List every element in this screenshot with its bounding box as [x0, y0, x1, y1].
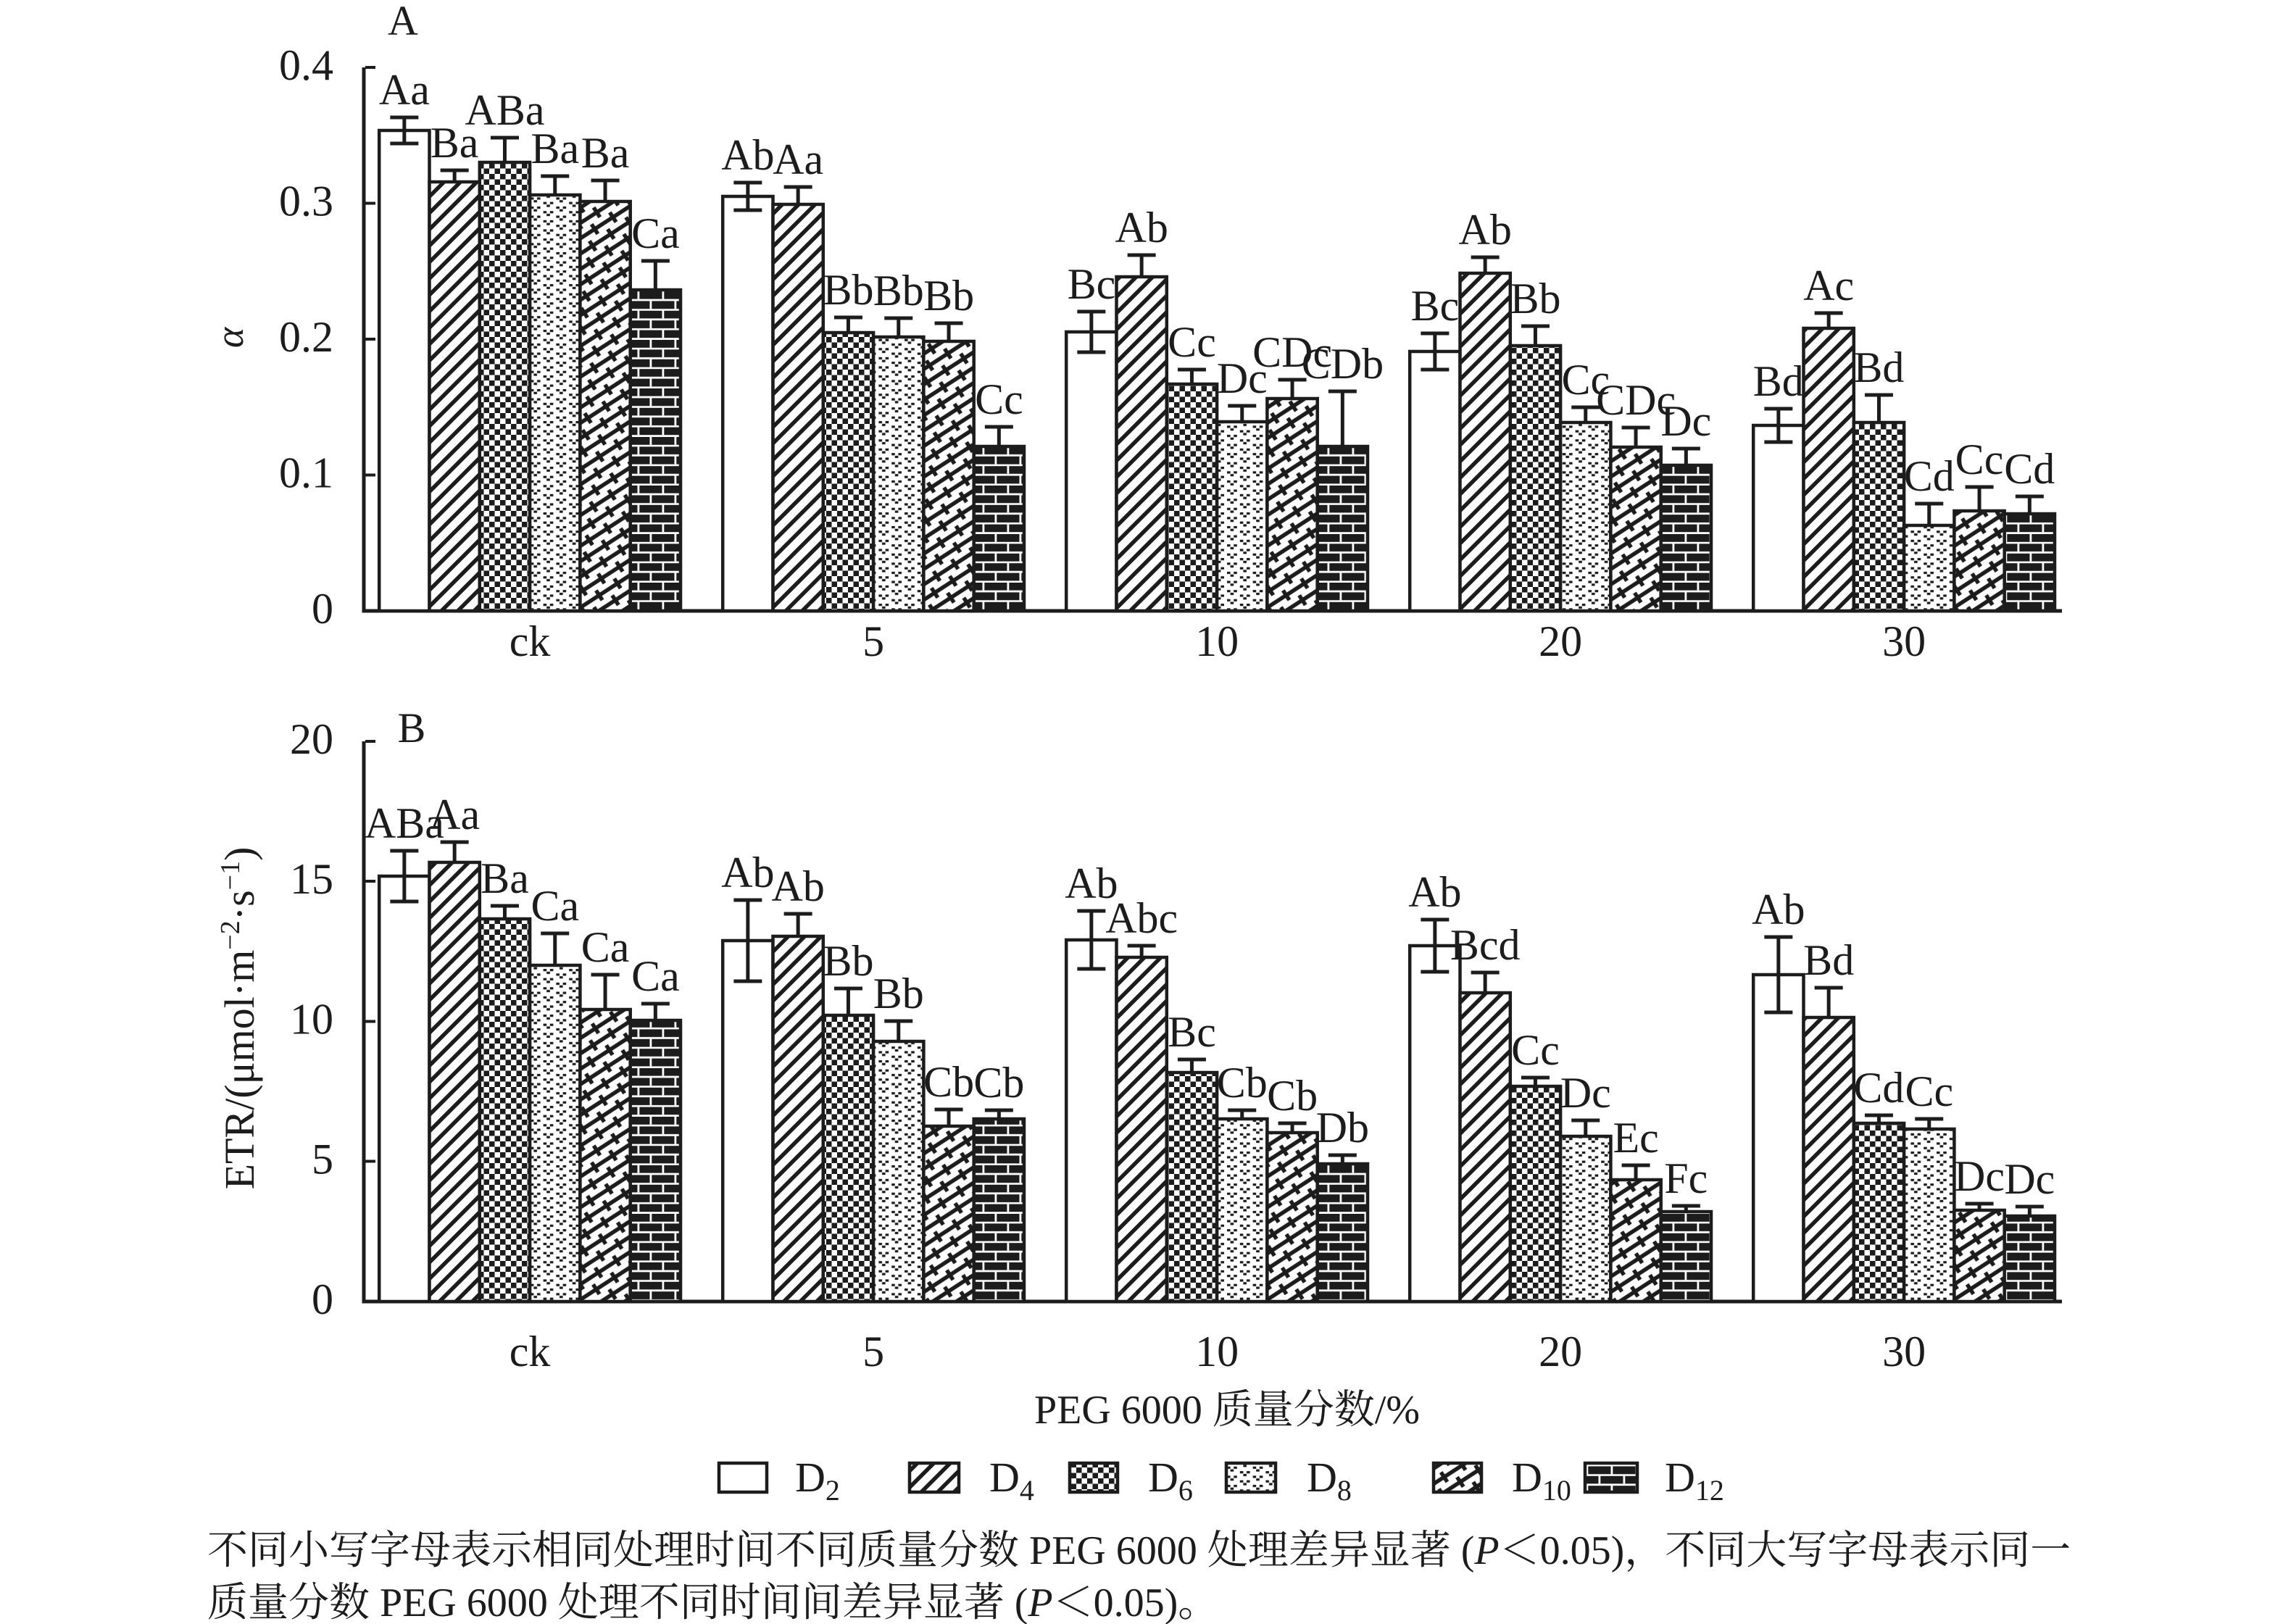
svg-text:Bc: Bc — [1168, 1008, 1216, 1056]
svg-text:Dc: Dc — [2004, 1155, 2055, 1203]
svg-text:ck: ck — [510, 617, 551, 665]
svg-text:Cb: Cb — [1217, 1059, 1268, 1107]
svg-text:0: 0 — [312, 585, 333, 633]
svg-text:α: α — [208, 326, 251, 348]
svg-text:Ac: Ac — [1803, 262, 1854, 309]
svg-text:Bb: Bb — [873, 970, 924, 1017]
svg-text:0.1: 0.1 — [279, 449, 333, 497]
svg-text:Abc: Abc — [1105, 894, 1178, 942]
svg-text:D4: D4 — [989, 1454, 1034, 1507]
svg-text:Ab: Ab — [772, 862, 825, 910]
svg-text:Dc: Dc — [1217, 354, 1268, 402]
svg-text:Bd: Bd — [1753, 357, 1804, 405]
svg-text:Bb: Bb — [823, 266, 873, 314]
svg-text:Ab: Ab — [1065, 859, 1118, 907]
svg-text:Bcd: Bcd — [1450, 921, 1521, 969]
svg-text:A: A — [388, 0, 418, 44]
svg-text:0.2: 0.2 — [279, 313, 333, 361]
svg-text:20: 20 — [1539, 617, 1582, 665]
svg-text:Ca: Ca — [631, 209, 680, 257]
svg-text:Dc: Dc — [1660, 397, 1711, 445]
svg-text:Cb: Cb — [1267, 1072, 1318, 1120]
svg-text:30: 30 — [1882, 617, 1926, 665]
svg-text:Ba: Ba — [531, 125, 579, 172]
svg-text:Cc: Cc — [1561, 356, 1610, 404]
svg-text:Cd: Cd — [2004, 445, 2055, 493]
svg-text:5: 5 — [862, 1328, 884, 1375]
svg-text:0.3: 0.3 — [279, 178, 333, 225]
svg-text:Ab: Ab — [721, 131, 774, 179]
svg-text:10: 10 — [290, 996, 333, 1044]
svg-text:Cd: Cd — [1904, 452, 1955, 500]
svg-text:Bc: Bc — [1068, 260, 1116, 308]
svg-text:Cc: Cc — [975, 375, 1023, 423]
svg-text:D8: D8 — [1307, 1454, 1352, 1507]
svg-text:Dc: Dc — [1560, 1069, 1611, 1117]
svg-text:Ba: Ba — [581, 129, 630, 177]
svg-text:Bd: Bd — [1803, 936, 1854, 984]
svg-text:Ab: Ab — [721, 849, 774, 896]
svg-text:Bb: Bb — [873, 267, 924, 315]
svg-text:Fc: Fc — [1664, 1154, 1708, 1202]
svg-text:Ab: Ab — [1408, 868, 1461, 916]
svg-text:Ab: Ab — [1752, 886, 1805, 933]
svg-text:Ab: Ab — [1459, 206, 1512, 254]
svg-text:Cc: Cc — [1905, 1067, 1953, 1115]
svg-text:Aa: Aa — [773, 136, 823, 183]
svg-text:15: 15 — [290, 855, 333, 903]
svg-text:Cc: Cc — [1955, 436, 2004, 483]
svg-text:10: 10 — [1195, 1328, 1239, 1375]
svg-text:Ba: Ba — [481, 854, 529, 902]
svg-text:Aa: Aa — [379, 66, 430, 114]
svg-text:CDc: CDc — [1252, 328, 1332, 376]
svg-text:Cd: Cd — [1853, 1064, 1904, 1112]
svg-text:Bb: Bb — [1510, 275, 1560, 322]
svg-text:0: 0 — [312, 1275, 333, 1323]
svg-text:Ba: Ba — [431, 119, 479, 167]
svg-text:Ec: Ec — [1613, 1114, 1658, 1162]
svg-text:20: 20 — [290, 715, 333, 763]
svg-text:ABa: ABa — [465, 86, 545, 134]
svg-text:B: B — [398, 704, 426, 751]
svg-text:Ca: Ca — [581, 923, 630, 971]
svg-text:20: 20 — [1539, 1328, 1582, 1375]
svg-text:10: 10 — [1195, 617, 1239, 665]
svg-text:5: 5 — [862, 617, 884, 665]
svg-text:Cb: Cb — [973, 1059, 1024, 1107]
svg-text:5: 5 — [312, 1136, 333, 1183]
svg-text:Bb: Bb — [923, 272, 974, 320]
svg-text:Bc: Bc — [1411, 282, 1460, 330]
svg-text:CDb: CDb — [1302, 340, 1384, 388]
svg-text:ABa: ABa — [365, 799, 444, 847]
svg-text:Db: Db — [1316, 1104, 1369, 1152]
svg-text:Dc: Dc — [1954, 1152, 2005, 1200]
svg-text:Cb: Cb — [923, 1058, 974, 1106]
svg-text:0.4: 0.4 — [279, 41, 333, 89]
svg-text:Ca: Ca — [531, 882, 579, 930]
svg-text:30: 30 — [1882, 1328, 1926, 1375]
svg-text:ETR/(μmol·m−2·s−1): ETR/(μmol·m−2·s−1) — [215, 847, 263, 1190]
svg-text:Aa: Aa — [429, 791, 480, 838]
svg-text:Ca: Ca — [631, 952, 680, 1000]
svg-text:Ab: Ab — [1115, 204, 1168, 251]
svg-text:CDc: CDc — [1596, 376, 1676, 424]
svg-text:Bb: Bb — [823, 937, 873, 985]
svg-text:ck: ck — [510, 1328, 551, 1375]
svg-text:Cc: Cc — [1168, 318, 1216, 366]
svg-text:Bd: Bd — [1853, 343, 1904, 391]
svg-text:Cc: Cc — [1511, 1026, 1560, 1074]
